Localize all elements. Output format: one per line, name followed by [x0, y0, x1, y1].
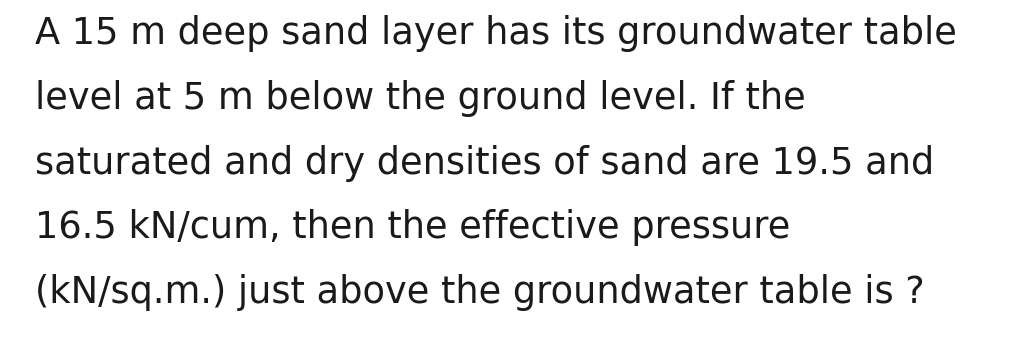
Text: level at 5 m below the ground level. If the: level at 5 m below the ground level. If … — [35, 80, 806, 117]
Text: A 15 m deep sand layer has its groundwater table: A 15 m deep sand layer has its groundwat… — [35, 15, 957, 52]
Text: 16.5 kN/cum, then the effective pressure: 16.5 kN/cum, then the effective pressure — [35, 209, 791, 246]
Text: (kN/sq.m.) just above the groundwater table is ?: (kN/sq.m.) just above the groundwater ta… — [35, 274, 925, 311]
Text: saturated and dry densities of sand are 19.5 and: saturated and dry densities of sand are … — [35, 145, 934, 182]
